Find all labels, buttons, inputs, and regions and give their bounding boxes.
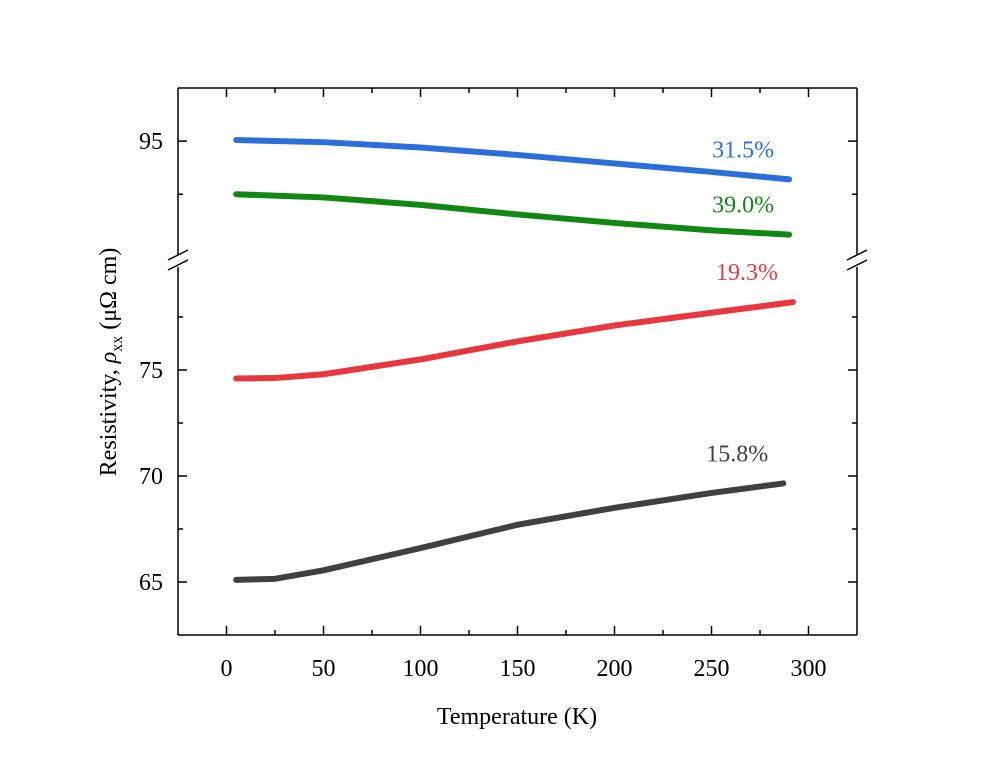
series-label: 19.3% [716, 260, 778, 286]
y-tick-label: 75 [139, 358, 163, 384]
data-line [233, 480, 787, 583]
y-tick-label: 65 [139, 570, 163, 596]
data-line [233, 137, 793, 183]
y-tick-label: 95 [139, 129, 163, 155]
x-tick-label: 100 [403, 656, 439, 682]
series-label: 39.0% [712, 193, 774, 219]
y-axis-label: Resistivity, ρxx (μΩ cm) [96, 248, 126, 477]
x-tick-label: 50 [312, 656, 336, 682]
x-axis-label: Temperature (K) [437, 704, 597, 730]
y-label-symbol: ρ [96, 352, 122, 365]
y-tick-label: 70 [139, 464, 163, 490]
frame [167, 87, 868, 636]
data-line [233, 191, 793, 238]
y-label-text: Resistivity, [96, 363, 122, 476]
x-tick-label: 200 [597, 656, 633, 682]
y-label-unit: (μΩ cm) [96, 248, 122, 336]
x-tick-label: 250 [694, 656, 730, 682]
x-tick-label: 300 [791, 656, 827, 682]
series-label: 31.5% [712, 137, 774, 163]
x-tick-label: 150 [500, 656, 536, 682]
y-label-subscript: xx [109, 336, 126, 352]
series-label: 15.8% [706, 441, 768, 467]
x-tick-label: 0 [221, 656, 233, 682]
data-line [233, 299, 796, 382]
